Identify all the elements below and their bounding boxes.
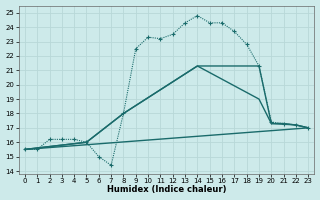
- X-axis label: Humidex (Indice chaleur): Humidex (Indice chaleur): [107, 185, 226, 194]
